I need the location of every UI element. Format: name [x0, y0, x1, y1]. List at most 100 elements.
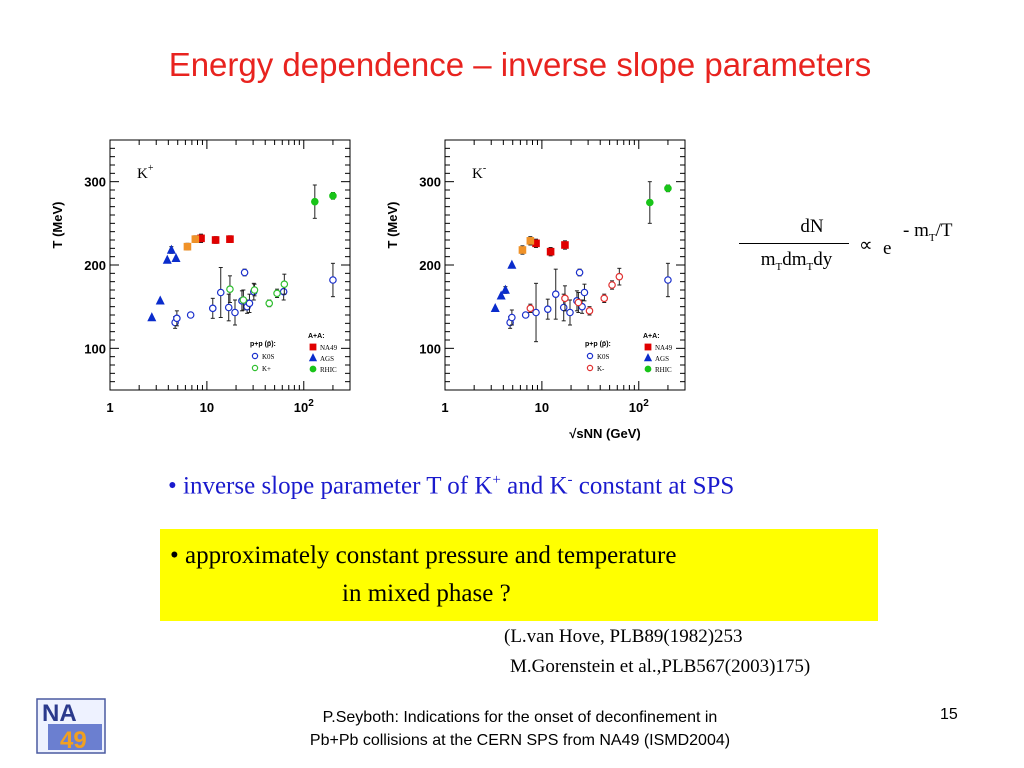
formula-proportional: ∝	[859, 235, 873, 256]
data-point	[186, 311, 195, 319]
data-point	[147, 312, 157, 322]
x-tick-label: 1	[106, 400, 113, 415]
box-bullet-line1: • approximately constant pressure and te…	[170, 542, 677, 569]
data-point	[191, 235, 200, 243]
legend-marker	[309, 365, 317, 373]
y-tick-label: 100	[84, 341, 106, 356]
legend-aa-title: A+A:	[643, 333, 660, 340]
box-bullet-line2: in mixed phase ?	[342, 580, 511, 607]
legend-marker	[644, 365, 652, 373]
data-point	[664, 184, 672, 193]
reference-gorenstein: M.Gorenstein et al.,PLB567(2003)175)	[510, 656, 811, 677]
data-point	[496, 290, 506, 300]
data-point	[162, 254, 172, 264]
data-point	[250, 286, 259, 294]
data-point	[664, 276, 672, 284]
data-point	[166, 244, 176, 254]
legend-label: AGS	[320, 355, 334, 363]
data-point	[273, 289, 281, 298]
data-point	[574, 298, 583, 307]
data-point	[490, 303, 500, 313]
y-axis-label: T (MeV)	[50, 202, 65, 249]
data-point	[521, 311, 530, 319]
logo-text-na: NA	[42, 700, 77, 727]
legend-marker	[643, 353, 653, 362]
data-point	[615, 272, 624, 281]
legend-marker	[309, 343, 317, 351]
data-point	[646, 198, 654, 207]
legend-label: AGS	[655, 355, 669, 363]
data-point	[265, 299, 274, 308]
reference-van-hove: (L.van Hove, PLB89(1982)253	[504, 626, 743, 647]
x-tick-label: 102	[629, 398, 649, 415]
data-point	[526, 304, 535, 313]
data-point	[226, 235, 234, 243]
data-point	[231, 308, 239, 317]
footer-line1: P.Seyboth: Indications for the onset of …	[322, 709, 718, 726]
legend-label: NA49	[655, 344, 673, 352]
formula-e: e	[883, 238, 892, 259]
legend-pp-title: p+p (p̄):	[250, 340, 276, 348]
data-point	[155, 295, 165, 305]
data-point	[224, 303, 233, 312]
formula-numerator: dN	[800, 216, 824, 237]
data-point	[329, 276, 337, 284]
plot-area: 100 200 300 1 10 102 T (MeV) K+ p+p (p̄): K0S K+ A+…	[50, 139, 351, 415]
legend-label: RHIC	[655, 366, 672, 374]
formula-exponent: - mT/T	[903, 220, 953, 244]
legend-label: RHIC	[320, 366, 337, 374]
legend-aa-title: A+A:	[308, 333, 325, 340]
data-point	[580, 288, 589, 297]
legend-marker	[308, 353, 318, 362]
legend-label: K-	[597, 365, 605, 373]
data-point	[508, 313, 516, 322]
data-point	[546, 247, 555, 256]
data-point	[561, 241, 569, 249]
data-point	[551, 290, 560, 298]
legend-marker	[586, 364, 594, 372]
data-point	[171, 253, 181, 263]
highlight-box: • approximately constant pressure and te…	[160, 529, 878, 621]
legend-marker	[644, 343, 652, 351]
na49-logo: NA 49	[36, 698, 106, 754]
x-tick-label: 10	[535, 400, 549, 415]
data-point	[173, 314, 181, 323]
legend-marker	[251, 352, 259, 360]
data-point	[239, 296, 248, 304]
data-point	[329, 192, 337, 200]
data-point	[507, 259, 517, 269]
data-point	[240, 268, 249, 277]
y-tick-label: 300	[419, 175, 441, 190]
panel-label: K+	[137, 163, 154, 182]
y-tick-label: 300	[84, 175, 106, 190]
legend-marker	[586, 352, 594, 360]
y-tick-label: 100	[419, 341, 441, 356]
data-point	[566, 308, 574, 317]
x-tick-label: 1	[441, 400, 448, 415]
slide-footer: P.Seyboth: Indications for the onset of …	[240, 706, 800, 752]
data-point	[211, 236, 220, 244]
data-point	[608, 281, 616, 289]
data-point	[600, 294, 609, 303]
y-axis-label: T (MeV)	[385, 202, 400, 249]
formula-denominator: mTdmTdy	[760, 249, 833, 273]
logo-text-49: 49	[60, 727, 87, 754]
legend-label: K0S	[597, 353, 610, 361]
data-point	[532, 308, 540, 317]
y-tick-label: 200	[419, 258, 441, 273]
x-tick-label: 10	[200, 400, 214, 415]
x-tick-label: 102	[294, 398, 314, 415]
data-point	[526, 237, 535, 245]
data-point	[208, 304, 217, 313]
data-point	[280, 280, 289, 288]
page-number: 15	[940, 706, 958, 723]
y-tick-label: 200	[84, 258, 106, 273]
mt-spectrum-formula: dN mTdmTdy ∝ e - mT/T	[735, 216, 1005, 286]
data-point	[543, 305, 552, 313]
chart-k-plus: 100 200 300 1 10 102 T (MeV) K+ p+p (p̄): K0S K+ A+…	[50, 139, 351, 415]
slide-title: Energy dependence – inverse slope parame…	[168, 46, 872, 83]
legend-marker	[251, 364, 259, 372]
legend-label: K0S	[262, 353, 275, 361]
data-point	[245, 299, 254, 308]
formula-fraction-bar	[739, 243, 849, 244]
